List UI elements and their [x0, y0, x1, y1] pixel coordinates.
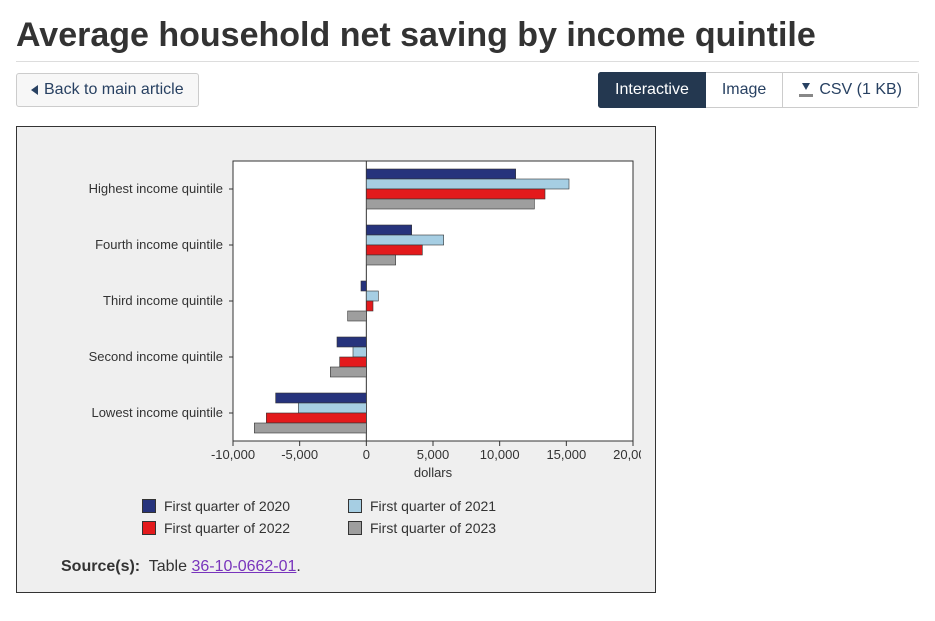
- legend-item: First quarter of 2021: [348, 498, 530, 514]
- legend-swatch: [142, 521, 156, 535]
- bar: [366, 169, 515, 179]
- legend-label: First quarter of 2021: [370, 498, 496, 514]
- svg-text:10,000: 10,000: [480, 447, 520, 462]
- bar: [348, 311, 367, 321]
- bar: [340, 357, 367, 367]
- bar: [366, 179, 569, 189]
- svg-text:dollars: dollars: [414, 465, 453, 480]
- legend-swatch: [348, 499, 362, 513]
- svg-text:20,000: 20,000: [613, 447, 641, 462]
- bar: [366, 189, 545, 199]
- tab-csv[interactable]: CSV (1 KB): [783, 72, 919, 108]
- svg-text:Second income quintile: Second income quintile: [89, 349, 223, 364]
- chart-container: -10,000 -5,000 0 5,000 10,000 15,000 20,000 dol…: [16, 126, 656, 593]
- chart-svg: -10,000 -5,000 0 5,000 10,000 15,000 20,000 dol…: [33, 151, 641, 481]
- bar: [366, 245, 422, 255]
- chevron-left-icon: [31, 85, 38, 95]
- svg-text:Third income quintile: Third income quintile: [103, 293, 223, 308]
- legend-item: First quarter of 2020: [142, 498, 324, 514]
- back-label: Back to main article: [44, 81, 184, 99]
- bar: [366, 199, 534, 209]
- svg-text:-5,000: -5,000: [281, 447, 318, 462]
- source-link[interactable]: 36-10-0662-01: [191, 558, 296, 575]
- legend-label: First quarter of 2023: [370, 520, 496, 536]
- legend-swatch: [142, 499, 156, 513]
- bar: [366, 301, 373, 311]
- bar: [361, 281, 366, 291]
- legend-label: First quarter of 2020: [164, 498, 290, 514]
- tab-interactive[interactable]: Interactive: [598, 72, 706, 108]
- svg-text:0: 0: [363, 447, 370, 462]
- legend-item: First quarter of 2022: [142, 520, 324, 536]
- svg-text:15,000: 15,000: [546, 447, 586, 462]
- bar: [266, 413, 366, 423]
- bar: [276, 393, 367, 403]
- toolbar: Back to main article Interactive Image C…: [16, 72, 919, 108]
- svg-text:Highest income quintile: Highest income quintile: [89, 181, 223, 196]
- bar: [366, 235, 443, 245]
- source-prefix: Table: [149, 558, 192, 575]
- bar: [254, 423, 366, 433]
- chart-plot: -10,000 -5,000 0 5,000 10,000 15,000 20,000 dol…: [17, 127, 655, 494]
- svg-text:5,000: 5,000: [417, 447, 450, 462]
- back-button[interactable]: Back to main article: [16, 73, 199, 107]
- tab-csv-label: CSV (1 KB): [819, 81, 902, 99]
- source-label: Source(s):: [61, 558, 140, 575]
- view-tabs: Interactive Image CSV (1 KB): [598, 72, 919, 108]
- tab-image[interactable]: Image: [706, 72, 783, 108]
- bar: [330, 367, 366, 377]
- bar: [353, 347, 366, 357]
- svg-text:Fourth income quintile: Fourth income quintile: [95, 237, 223, 252]
- bar: [366, 225, 411, 235]
- bar: [298, 403, 366, 413]
- legend-label: First quarter of 2022: [164, 520, 290, 536]
- bar: [366, 255, 395, 265]
- chart-source: Source(s): Table 36-10-0662-01.: [17, 548, 655, 592]
- legend-item: First quarter of 2023: [348, 520, 530, 536]
- chart-legend: First quarter of 2020 First quarter of 20…: [126, 494, 546, 548]
- bar: [366, 291, 378, 301]
- source-suffix: .: [296, 558, 300, 575]
- download-icon: [799, 83, 813, 97]
- svg-text:-10,000: -10,000: [211, 447, 255, 462]
- svg-text:Lowest income quintile: Lowest income quintile: [91, 405, 223, 420]
- bar: [337, 337, 366, 347]
- legend-swatch: [348, 521, 362, 535]
- page-title: Average household net saving by income q…: [16, 16, 919, 62]
